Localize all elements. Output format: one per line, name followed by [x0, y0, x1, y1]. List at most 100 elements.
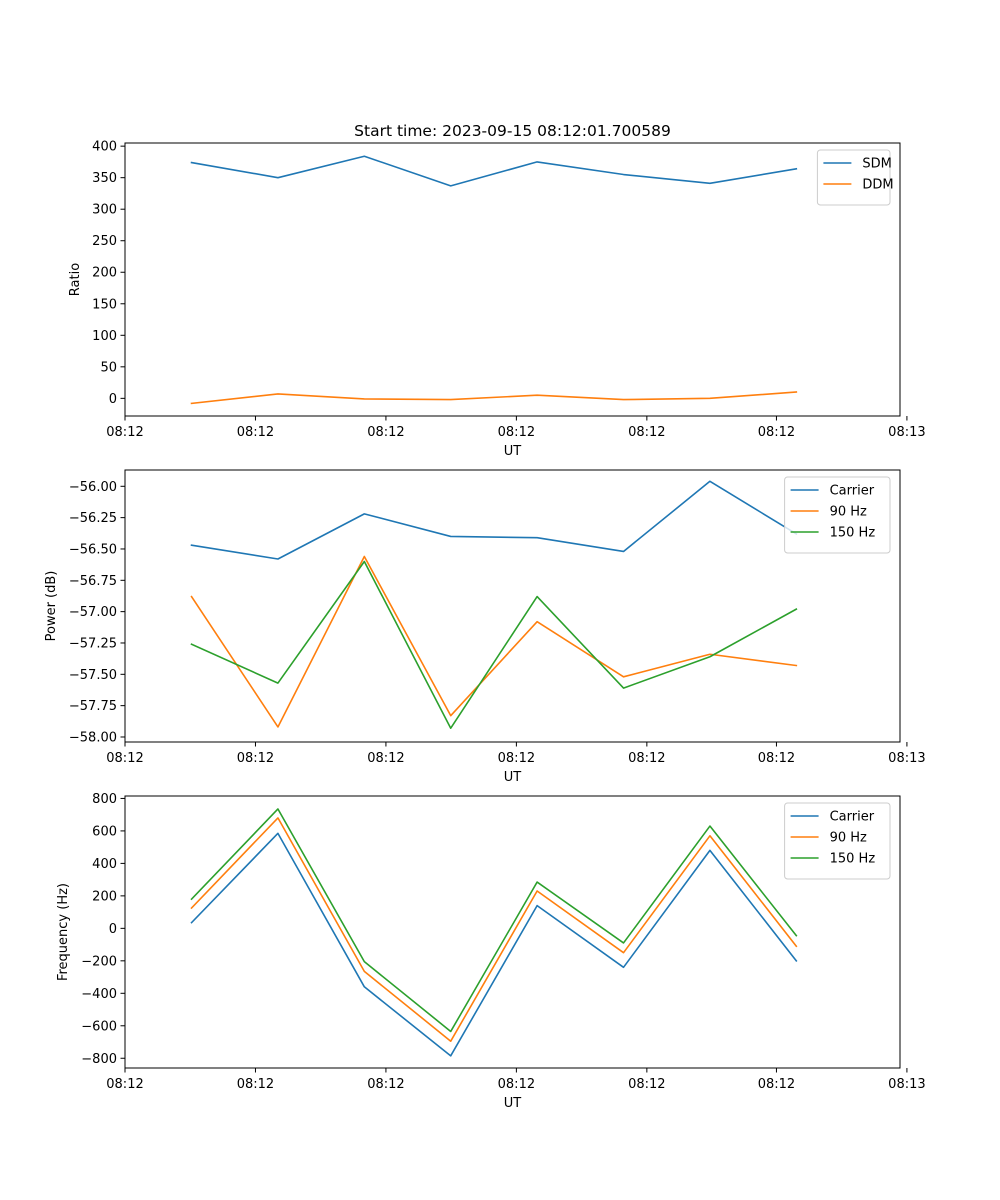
data-point: [709, 835, 711, 837]
x-tick-label: 08:12: [498, 751, 535, 766]
y-tick-label: 400: [92, 140, 117, 155]
y-tick-label: 300: [92, 203, 117, 218]
data-point: [191, 922, 193, 924]
y-tick-label: −600: [81, 1019, 117, 1034]
data-point: [795, 945, 797, 947]
legend: Carrier 90 Hz 150 Hz: [784, 802, 891, 880]
data-point: [191, 162, 193, 164]
y-tick-label: −800: [81, 1052, 117, 1067]
y-tick-label: 200: [92, 266, 117, 281]
legend-label: 90 Hz: [830, 831, 867, 846]
data-point: [709, 825, 711, 827]
data-point: [277, 393, 279, 395]
data-point: [709, 849, 711, 851]
chart-panel-1: 08:12 08:12 08:12 08:12 08:12 08:12 08:13 0 50 10…: [68, 140, 926, 459]
data-point: [191, 544, 193, 546]
data-point: [709, 397, 711, 399]
y-tick-label: 0: [109, 392, 117, 407]
data-point: [536, 161, 538, 163]
series-line-150-hz: [190, 808, 798, 1033]
data-point: [191, 596, 193, 598]
chart-panel-2: 08:12 08:12 08:12 08:12 08:12 08:12 08:13 −58.0…: [44, 469, 926, 785]
x-tick-label: 08:12: [628, 425, 665, 440]
data-point: [363, 398, 365, 400]
data-point: [536, 621, 538, 623]
legend-label: 90 Hz: [830, 505, 867, 520]
y-tick-label: −400: [81, 987, 117, 1002]
data-point: [709, 656, 711, 658]
legend-label: Carrier: [830, 810, 875, 825]
x-tick-label: 08:13: [888, 425, 925, 440]
data-point: [795, 935, 797, 937]
data-point: [450, 1055, 452, 1057]
data-point: [536, 537, 538, 539]
data-point: [450, 185, 452, 187]
data-point: [709, 480, 711, 482]
y-tick-label: −56.50: [69, 542, 117, 557]
data-point: [277, 682, 279, 684]
data-point: [191, 898, 193, 900]
data-point: [277, 808, 279, 810]
x-tick-label: 08:12: [367, 1077, 404, 1092]
data-point: [623, 687, 625, 689]
x-tick-label: 08:12: [106, 425, 143, 440]
y-tick-label: −57.50: [69, 668, 117, 683]
y-axis-label: Power (dB): [44, 571, 59, 642]
x-tick-label: 08:12: [498, 1077, 535, 1092]
y-tick-label: 250: [92, 234, 117, 249]
legend-label: Carrier: [830, 484, 875, 499]
chart-panels: 08:12 08:12 08:12 08:12 08:12 08:12 08:13 0 50 10…: [44, 140, 926, 1111]
y-tick-label: −56.75: [69, 574, 117, 589]
data-point: [450, 715, 452, 717]
y-tick-label: 400: [92, 857, 117, 872]
data-point: [363, 561, 365, 563]
x-tick-label: 08:12: [106, 751, 143, 766]
legend-frame: [784, 476, 891, 554]
data-point: [191, 402, 193, 404]
y-axis-label: Ratio: [68, 263, 83, 296]
x-tick-label: 08:13: [888, 1077, 925, 1092]
data-point: [191, 907, 193, 909]
data-point: [363, 970, 365, 972]
y-tick-label: −57.00: [69, 605, 117, 620]
series-line-90-hz: [190, 555, 798, 728]
data-point: [277, 817, 279, 819]
x-tick-label: 08:12: [367, 425, 404, 440]
data-point: [623, 942, 625, 944]
data-point: [450, 1030, 452, 1032]
data-point: [450, 1040, 452, 1042]
y-tick-label: 100: [92, 329, 117, 344]
data-point: [795, 960, 797, 962]
data-point: [536, 881, 538, 883]
y-tick-label: −56.25: [69, 511, 117, 526]
data-point: [623, 676, 625, 678]
data-point: [795, 391, 797, 393]
y-tick-label: 200: [92, 889, 117, 904]
data-point: [795, 608, 797, 610]
y-tick-label: −57.25: [69, 636, 117, 651]
data-point: [363, 961, 365, 963]
x-tick-label: 08:12: [237, 425, 274, 440]
chart-panel-3: 08:12 08:12 08:12 08:12 08:12 08:12 08:13 −800 −…: [56, 792, 926, 1111]
data-point: [795, 168, 797, 170]
x-tick-label: 08:12: [237, 751, 274, 766]
data-point: [363, 155, 365, 157]
x-axis-label: UT: [504, 444, 522, 459]
series-line-90-hz: [190, 817, 798, 1043]
legend-label: 150 Hz: [830, 852, 876, 867]
data-point: [363, 986, 365, 988]
x-tick-label: 08:12: [628, 751, 665, 766]
legend-label: DDM: [862, 178, 893, 193]
data-point: [623, 952, 625, 954]
y-tick-label: −200: [81, 954, 117, 969]
y-tick-label: 150: [92, 297, 117, 312]
y-tick-label: 600: [92, 824, 117, 839]
x-tick-label: 08:12: [237, 1077, 274, 1092]
legend: Carrier 90 Hz 150 Hz: [784, 476, 891, 554]
y-tick-label: −56.00: [69, 480, 117, 495]
data-point: [363, 513, 365, 515]
x-tick-label: 08:13: [888, 751, 925, 766]
data-point: [623, 174, 625, 176]
x-tick-label: 08:12: [106, 1077, 143, 1092]
